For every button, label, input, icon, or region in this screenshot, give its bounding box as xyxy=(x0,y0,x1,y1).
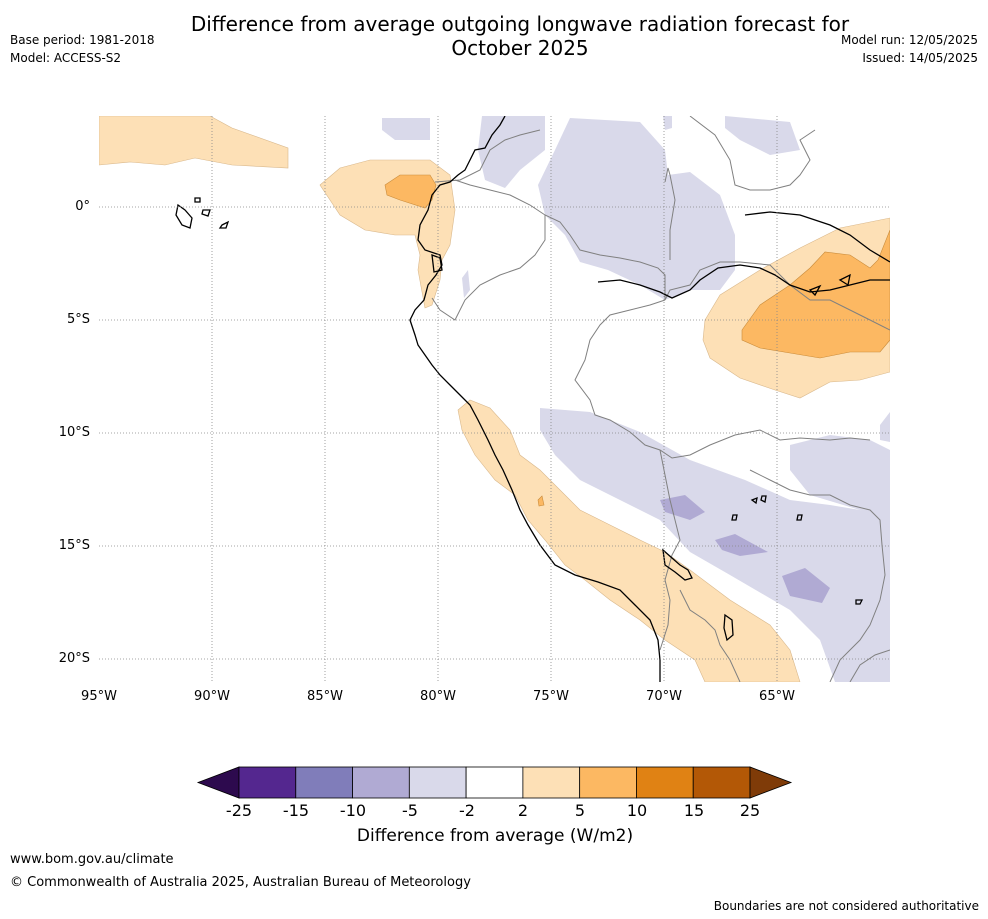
colorbar-swatch xyxy=(522,766,581,799)
meta-right: Model run: 12/05/2025 Issued: 14/05/2025 xyxy=(841,31,978,67)
colorbar-tick: -5 xyxy=(402,801,418,820)
colorbar-swatch xyxy=(465,766,524,799)
lat-label-15s: 15°S xyxy=(58,538,90,553)
colorbar-tick: 2 xyxy=(517,801,529,820)
colorbar-extend-high xyxy=(749,766,793,799)
footer-disclaimer: Boundaries are not considered authoritat… xyxy=(713,899,979,913)
footer-url: www.bom.gov.au/climate xyxy=(10,852,174,867)
colorbar-tick: 5 xyxy=(574,801,586,820)
model-name: Model: ACCESS-S2 xyxy=(10,51,122,65)
colorbar-tick: -25 xyxy=(225,801,253,820)
lon-label-70w: 70°W xyxy=(646,689,682,704)
colorbar-extend-low xyxy=(196,766,240,799)
title-line-2: October 2025 xyxy=(451,36,589,60)
colorbar-tick: 10 xyxy=(626,801,648,820)
model-run: Model run: 12/05/2025 xyxy=(840,33,978,47)
lon-label-80w: 80°W xyxy=(420,689,456,704)
lon-label-65w: 65°W xyxy=(759,689,795,704)
colorbar-tick: 25 xyxy=(739,801,761,820)
lat-label-0: 0° xyxy=(75,199,90,214)
footer-copyright: © Commonwealth of Australia 2025, Austra… xyxy=(10,875,471,890)
colorbar-swatch xyxy=(636,766,694,799)
issued-date: Issued: 14/05/2025 xyxy=(862,51,978,65)
anomaly-neg-light xyxy=(382,116,890,682)
chart-title: Difference from average outgoing longwav… xyxy=(160,12,880,60)
colorbar-tick: -15 xyxy=(282,801,310,820)
title-line-1: Difference from average outgoing longwav… xyxy=(190,12,850,36)
colorbar-swatch xyxy=(692,766,751,799)
map-gridlines xyxy=(99,116,890,682)
colorbar xyxy=(196,766,793,799)
lat-label-20s: 20°S xyxy=(58,651,90,666)
colorbar-swatch xyxy=(408,766,467,799)
lon-label-85w: 85°W xyxy=(307,689,343,704)
colorbar-swatch xyxy=(295,766,353,799)
colorbar-swatch xyxy=(352,766,410,799)
anomaly-neg-mid xyxy=(660,495,830,603)
country-boundaries xyxy=(431,116,890,682)
map-area xyxy=(99,116,890,682)
lat-label-5s: 5°S xyxy=(66,312,90,327)
lon-label-75w: 75°W xyxy=(533,689,569,704)
meta-left: Base period: 1981-2018 Model: ACCESS-S2 xyxy=(10,31,155,67)
colorbar-tick: 15 xyxy=(683,801,705,820)
colorbar-swatch xyxy=(579,766,637,799)
lat-label-10s: 10°S xyxy=(58,425,90,440)
colorbar-swatch xyxy=(238,766,297,799)
colorbar-tick: -10 xyxy=(339,801,367,820)
lon-label-95w: 95°W xyxy=(81,689,117,704)
base-period: Base period: 1981-2018 xyxy=(10,33,155,47)
lon-label-90w: 90°W xyxy=(194,689,230,704)
colorbar-title: Difference from average (W/m2) xyxy=(356,826,634,846)
coastlines xyxy=(175,116,890,682)
colorbar-tick: -2 xyxy=(459,801,475,820)
